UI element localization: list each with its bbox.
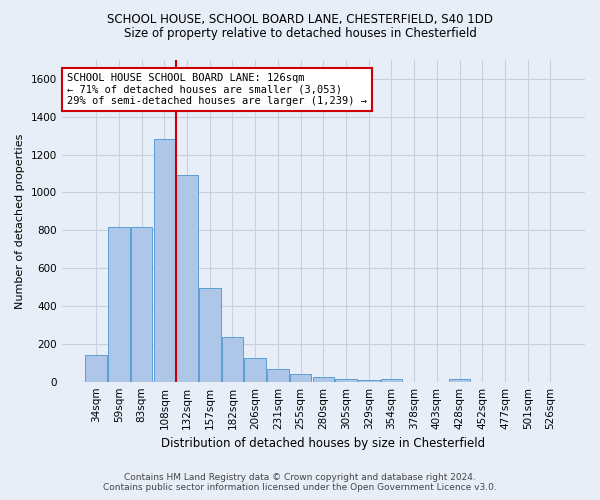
Bar bbox=[380, 379, 402, 382]
Bar bbox=[176, 176, 198, 382]
Bar bbox=[267, 370, 289, 382]
Bar bbox=[244, 358, 266, 382]
Y-axis label: Number of detached properties: Number of detached properties bbox=[15, 133, 25, 308]
Bar bbox=[335, 379, 357, 382]
Bar bbox=[131, 228, 152, 382]
Text: SCHOOL HOUSE SCHOOL BOARD LANE: 126sqm
← 71% of detached houses are smaller (3,0: SCHOOL HOUSE SCHOOL BOARD LANE: 126sqm ←… bbox=[67, 73, 367, 106]
Bar bbox=[85, 355, 107, 382]
Text: Contains HM Land Registry data © Crown copyright and database right 2024.
Contai: Contains HM Land Registry data © Crown c… bbox=[103, 473, 497, 492]
Bar bbox=[290, 374, 311, 382]
Bar bbox=[313, 377, 334, 382]
Bar bbox=[154, 138, 175, 382]
Text: Size of property relative to detached houses in Chesterfield: Size of property relative to detached ho… bbox=[124, 28, 476, 40]
Bar bbox=[108, 228, 130, 382]
Bar bbox=[358, 380, 380, 382]
Text: SCHOOL HOUSE, SCHOOL BOARD LANE, CHESTERFIELD, S40 1DD: SCHOOL HOUSE, SCHOOL BOARD LANE, CHESTER… bbox=[107, 12, 493, 26]
X-axis label: Distribution of detached houses by size in Chesterfield: Distribution of detached houses by size … bbox=[161, 437, 485, 450]
Bar bbox=[449, 379, 470, 382]
Bar bbox=[222, 337, 243, 382]
Bar bbox=[199, 288, 221, 382]
